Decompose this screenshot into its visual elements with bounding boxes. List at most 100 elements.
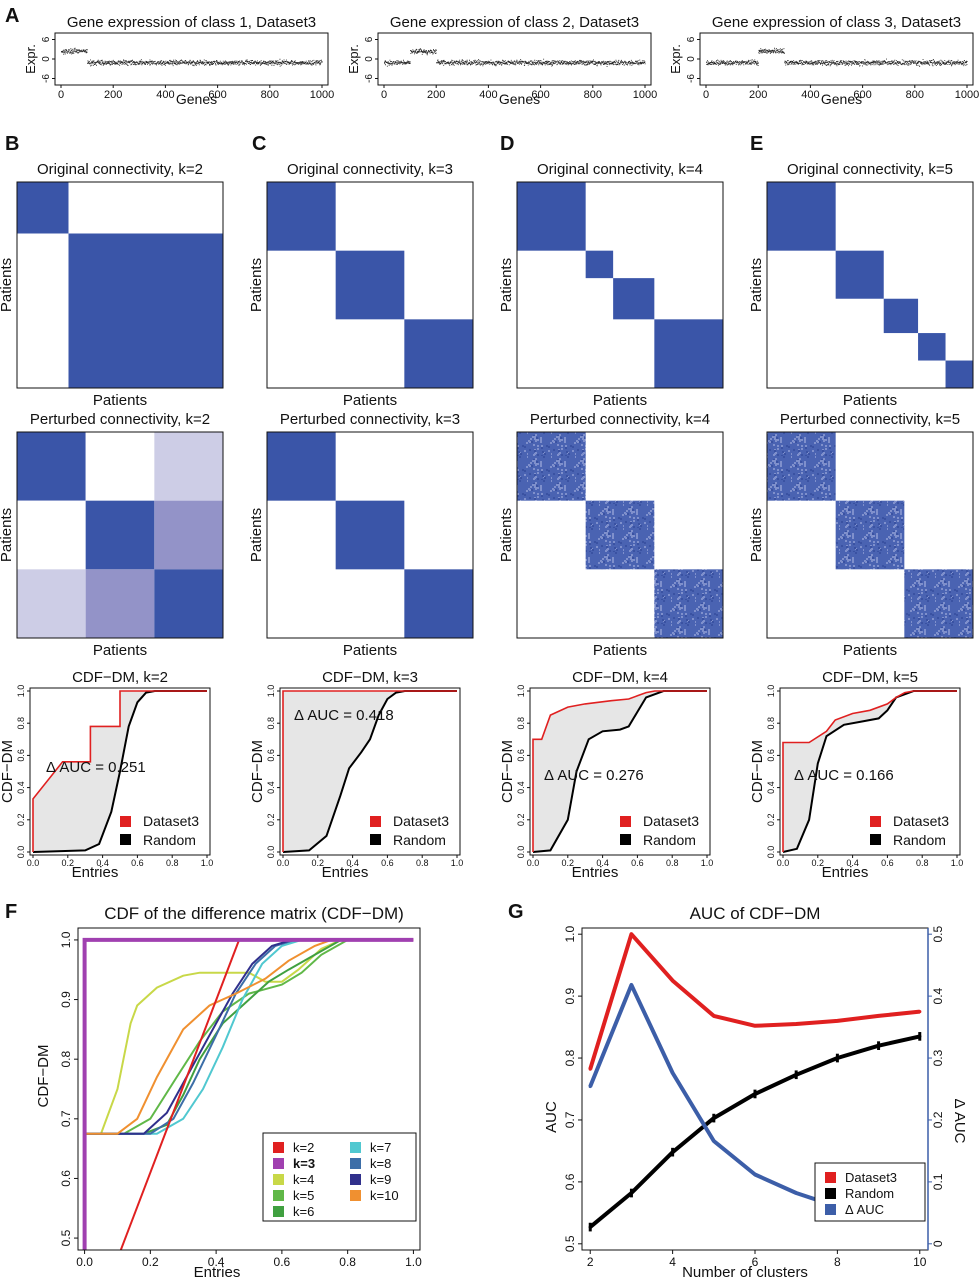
y-tick-label: 0.0 xyxy=(516,846,526,859)
matrix-ylabel: Patients xyxy=(248,508,265,562)
matrix-block xyxy=(883,298,919,334)
y-tick-label: 0.7 xyxy=(563,1111,577,1128)
perturbed-matrix-3: Perturbed connectivity, k=3 Patients Patie… xyxy=(248,411,474,659)
y-tick-label: 6 xyxy=(364,36,375,42)
matrix-block xyxy=(517,182,586,251)
chart-xlabel: Number of clusters xyxy=(682,1264,808,1280)
original-matrix-4: Original connectivity, k=4 Patients Patien… xyxy=(498,161,724,409)
cdf-panel-xlabel: Entries xyxy=(72,864,119,881)
y-tick-label: 0.6 xyxy=(59,1170,73,1187)
y-tick-label: 0.6 xyxy=(16,749,26,762)
delta-auc-label: Δ AUC = 0.418 xyxy=(294,707,394,724)
x-tick-label: 0.8 xyxy=(166,858,179,868)
right-y-tick-label: 0.1 xyxy=(931,1173,945,1190)
original-connectivity-matrices: Original connectivity, k=2 Patients Patien… xyxy=(0,161,974,409)
expression-ylabel: Expr. xyxy=(23,44,38,74)
cdf-panel-xlabel: Entries xyxy=(572,864,619,881)
x-tick-label: 0.8 xyxy=(666,858,679,868)
panel-letter-f: F xyxy=(5,901,17,923)
matrix-frame xyxy=(16,181,224,389)
perturbed-matrix-title: Perturbed connectivity, k=3 xyxy=(280,411,460,428)
expression-title-1: Gene expression of class 1, Dataset3 xyxy=(67,14,316,31)
y-tick-label: -6 xyxy=(364,74,375,83)
y-tick-label: 0.9 xyxy=(563,987,577,1004)
chart-ylabel-right: Δ AUC xyxy=(951,1098,968,1143)
matrix-ylabel: Patients xyxy=(748,258,765,312)
legend-label-k5: k=5 xyxy=(293,1188,314,1203)
legend-swatch-delta-auc xyxy=(825,1204,836,1215)
matrix-frame xyxy=(766,431,974,639)
y-tick-label: 0.8 xyxy=(563,1049,577,1066)
matrix-ylabel: Patients xyxy=(748,508,765,562)
x-tick-label: 0.2 xyxy=(312,858,325,868)
y-tick-label: 0.9 xyxy=(59,991,73,1008)
x-tick-label: 400 xyxy=(479,89,497,101)
matrix-block xyxy=(517,432,586,501)
x-tick-label: 4 xyxy=(669,1255,676,1269)
y-tick-label: 1.0 xyxy=(59,931,73,948)
expression-xlabel: Genes xyxy=(499,91,540,107)
perturbed-matrix-2: Perturbed connectivity, k=2 Patients Patie… xyxy=(0,411,224,659)
matrix-block xyxy=(17,182,69,234)
delta-auc-label: Δ AUC = 0.276 xyxy=(544,767,644,784)
x-tick-label: 0.2 xyxy=(812,858,825,868)
auc-shaded-area xyxy=(283,691,457,852)
random-curve xyxy=(532,690,707,853)
matrix-block xyxy=(335,250,405,320)
dataset-curve xyxy=(282,690,457,852)
matrix-cell xyxy=(85,500,155,570)
expression-points xyxy=(384,48,646,67)
panel-f-legend xyxy=(262,1132,417,1222)
matrix-block xyxy=(404,319,473,388)
y-tick-label: 1.0 xyxy=(766,685,776,698)
x-tick-label: 600 xyxy=(208,89,226,101)
expression-plot-frame xyxy=(699,32,974,86)
panel-f-lines xyxy=(82,937,414,1250)
cdf-panel-k3: CDF−DM, k=3 0.0 0.2 0.4 0.6 0.8 1.0 0.0 0.2 0.4 0.… xyxy=(249,669,463,881)
matrix-cell xyxy=(17,432,86,501)
right-y-tick-label: 0.5 xyxy=(931,926,945,943)
series-point-dataset xyxy=(588,1067,592,1071)
x-tick-label: 400 xyxy=(156,89,174,101)
x-tick-label: 0.4 xyxy=(596,858,609,868)
matrix-block xyxy=(835,500,905,570)
right-y-tick-label: 0.3 xyxy=(931,1049,945,1066)
right-y-tick-label: 0 xyxy=(931,1240,945,1247)
y-tick-label: 1.0 xyxy=(16,685,26,698)
series-point-delta-auc xyxy=(588,1084,592,1089)
x-tick-label: 0.4 xyxy=(846,858,859,868)
dataset-curve xyxy=(32,690,207,852)
series-point-delta-auc xyxy=(753,1172,757,1177)
right-y-tick-label: 0.4 xyxy=(931,987,945,1004)
expression-title-2: Gene expression of class 2, Dataset3 xyxy=(390,14,639,31)
x-tick-label: 10 xyxy=(913,1255,927,1269)
x-tick-label: 1.0 xyxy=(951,858,964,868)
matrix-cell xyxy=(85,569,155,638)
legend-label-dataset: Dataset3 xyxy=(143,813,199,829)
matrix-block xyxy=(918,333,946,361)
cdf-panel-frame xyxy=(279,687,461,856)
expression-ylabel: Expr. xyxy=(668,44,683,74)
y-tick-label: 0.8 xyxy=(59,1051,73,1068)
matrix-block xyxy=(613,278,655,320)
matrix-block xyxy=(654,319,723,388)
series-line-k2 xyxy=(119,939,241,1250)
x-tick-label: 0.0 xyxy=(27,858,40,868)
matrix-xlabel: Patients xyxy=(343,642,397,659)
panel-letter-a: A xyxy=(5,5,19,27)
auc-shaded-area xyxy=(783,691,957,852)
x-tick-label: 1.0 xyxy=(701,858,714,868)
matrix-ylabel: Patients xyxy=(0,258,15,312)
legend-label-dataset: Dataset3 xyxy=(393,813,449,829)
x-tick-label: 0.6 xyxy=(274,1255,291,1269)
legend-swatch-k5 xyxy=(273,1190,284,1201)
panel-letters: A B C D E F G xyxy=(5,5,763,923)
matrix-frame xyxy=(266,181,474,389)
y-tick-label: 0.2 xyxy=(266,814,276,827)
x-tick-label: 0.2 xyxy=(62,858,75,868)
series-point-delta-auc xyxy=(712,1139,716,1143)
series-line-k9 xyxy=(84,938,414,1135)
cdf-panel-title: CDF−DM, k=2 xyxy=(72,669,168,686)
x-tick-label: 0.6 xyxy=(631,858,644,868)
y-tick-label: 0.6 xyxy=(516,749,526,762)
